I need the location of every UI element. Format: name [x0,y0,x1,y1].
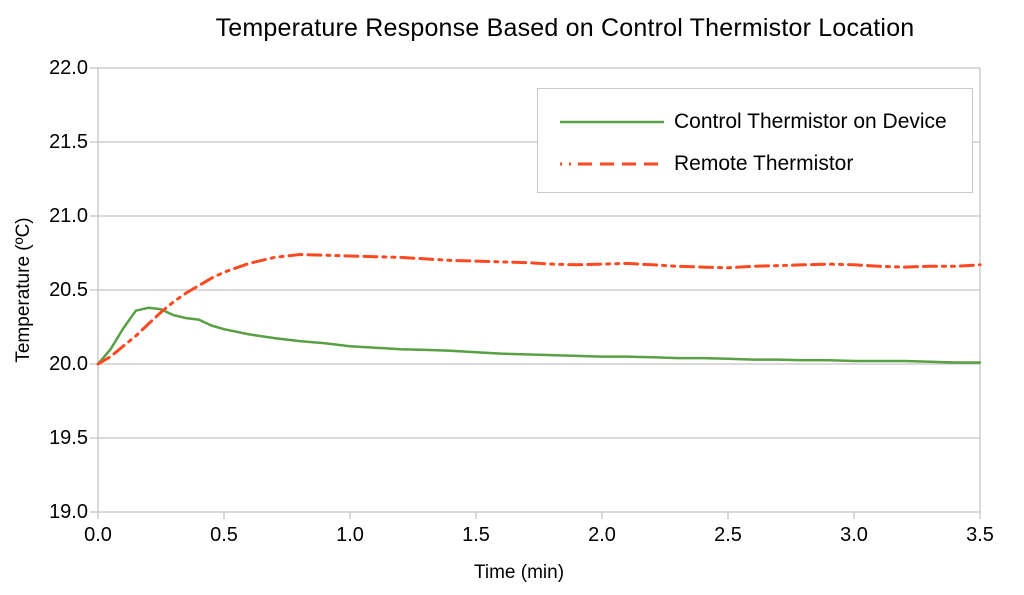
legend-line-sample-solid [560,120,664,124]
y-axis-title: Temperature (ºC) [13,217,34,363]
x-axis-title: Time (min) [473,562,565,583]
y-tick-label: 20.5 [49,279,88,301]
x-tick-label: 2.0 [588,524,616,546]
series-line-remote-thermistor [96,253,982,366]
y-tick-label: 20.0 [49,353,88,375]
y-tick-label: 21.5 [49,131,88,153]
y-tick-label: 19.5 [49,427,88,449]
x-tick-label: 2.5 [714,524,742,546]
x-tick-label: 1.0 [336,524,364,546]
legend-entry-remote-thermistor: Remote Thermistor [560,149,853,179]
y-tick-label: 19.0 [49,501,88,523]
x-tick-label: 3.0 [840,524,868,546]
legend: Control Thermistor on Device Remote Ther… [537,88,973,193]
chart-title: Temperature Response Based on Control Th… [215,14,915,42]
legend-entry-control-thermistor: Control Thermistor on Device [560,107,947,137]
x-tick-label: 3.5 [966,524,994,546]
legend-label: Remote Thermistor [674,152,854,175]
legend-line-sample-dashed [560,162,664,166]
y-tick-label: 22.0 [49,57,88,79]
legend-label: Control Thermistor on Device [674,110,947,133]
series-line-control-thermistor-on-device [96,306,982,366]
x-tick-label: 1.5 [462,524,490,546]
y-tick-label: 21.0 [49,205,88,227]
x-tick-label: 0.0 [84,524,112,546]
x-tick-label: 0.5 [210,524,238,546]
